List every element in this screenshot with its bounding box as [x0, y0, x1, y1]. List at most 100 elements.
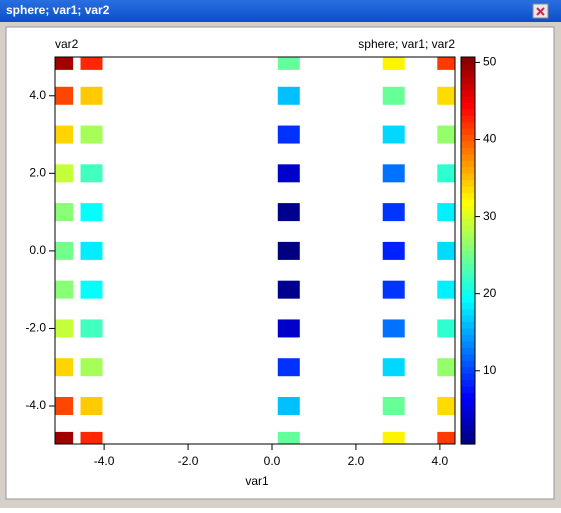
point	[382, 203, 405, 222]
x-tick-label: 2.0	[348, 454, 365, 468]
colorbar-step	[461, 282, 475, 290]
colorbar-step	[461, 218, 475, 226]
point	[80, 396, 103, 415]
colorbar-step	[461, 244, 475, 252]
point	[437, 358, 455, 377]
point	[277, 319, 300, 338]
colorbar-tick-label: 40	[483, 132, 497, 146]
point	[55, 431, 74, 444]
point	[55, 241, 74, 260]
point	[277, 203, 300, 222]
point	[80, 164, 103, 183]
colorbar-step	[461, 211, 475, 219]
colorbar-step	[461, 57, 475, 65]
point	[80, 319, 103, 338]
point	[55, 125, 74, 144]
point	[80, 203, 103, 222]
colorbar-step	[461, 431, 475, 439]
point	[55, 164, 74, 183]
colorbar-step	[461, 379, 475, 387]
colorbar-step	[461, 173, 475, 181]
colorbar-step	[461, 69, 475, 77]
colorbar-step	[461, 340, 475, 348]
points	[55, 57, 455, 444]
colorbar-step	[461, 63, 475, 71]
colorbar-step	[461, 418, 475, 426]
point	[55, 396, 74, 415]
point	[80, 57, 103, 70]
colorbar-step	[461, 302, 475, 310]
point	[437, 396, 455, 415]
colorbar-step	[461, 308, 475, 316]
colorbar-step	[461, 334, 475, 342]
point	[437, 125, 455, 144]
colorbar-step	[461, 160, 475, 168]
colorbar-step	[461, 231, 475, 239]
point	[382, 319, 405, 338]
point	[80, 125, 103, 144]
close-button[interactable]	[532, 3, 549, 19]
point	[382, 280, 405, 299]
colorbar-step	[461, 134, 475, 142]
point	[277, 280, 300, 299]
colorbar-step	[461, 385, 475, 393]
colorbar-step	[461, 315, 475, 323]
point	[437, 241, 455, 260]
point	[80, 280, 103, 299]
colorbar-step	[461, 115, 475, 123]
x-axis-label: var1	[245, 474, 269, 488]
colorbar-step	[461, 76, 475, 84]
point	[277, 86, 300, 105]
colorbar-step	[461, 127, 475, 135]
point	[80, 358, 103, 377]
colorbar-frame	[460, 56, 476, 445]
y-tick-label: -4.0	[25, 398, 46, 412]
colorbar-step	[461, 269, 475, 277]
point	[55, 280, 74, 299]
colorbar-step	[461, 95, 475, 103]
x-tick-label: -2.0	[178, 454, 199, 468]
point	[382, 358, 405, 377]
colorbar-step	[461, 263, 475, 271]
point	[55, 203, 74, 222]
y-tick-label: 0.0	[29, 243, 46, 257]
point	[437, 164, 455, 183]
point	[80, 86, 103, 105]
colorbar-step	[461, 256, 475, 264]
y-tick-label: 2.0	[29, 166, 46, 180]
colorbar-step	[461, 276, 475, 284]
point	[437, 57, 455, 70]
point	[277, 431, 300, 444]
colorbar-step	[461, 89, 475, 97]
point	[437, 203, 455, 222]
colorbar-step	[461, 250, 475, 258]
colorbar-step	[461, 405, 475, 413]
colorbar-step	[461, 424, 475, 432]
colorbar-step	[461, 186, 475, 194]
point	[382, 241, 405, 260]
colorbar-step	[461, 289, 475, 297]
x-tick-label: -4.0	[94, 454, 115, 468]
colorbar-step	[461, 121, 475, 129]
point	[277, 57, 300, 70]
point	[437, 280, 455, 299]
x-tick-label: 4.0	[432, 454, 449, 468]
colorbar-step	[461, 140, 475, 148]
colorbar-step	[461, 224, 475, 232]
colorbar-step	[461, 153, 475, 161]
chart-title: sphere; var1; var2	[358, 37, 455, 51]
point	[80, 241, 103, 260]
colorbar-tick-label: 50	[483, 55, 497, 69]
colorbar-step	[461, 366, 475, 374]
colorbar-step	[461, 392, 475, 400]
colorbar-step	[461, 147, 475, 155]
point	[382, 125, 405, 144]
x-tick-label: 0.0	[264, 454, 281, 468]
colorbar-tick-label: 20	[483, 286, 497, 300]
y-tick-label: 4.0	[29, 88, 46, 102]
point	[55, 358, 74, 377]
point	[55, 57, 74, 70]
colorbar-tick-label: 30	[483, 209, 497, 223]
point	[55, 319, 74, 338]
